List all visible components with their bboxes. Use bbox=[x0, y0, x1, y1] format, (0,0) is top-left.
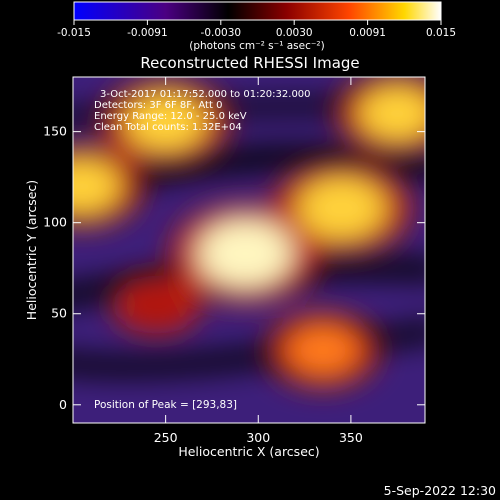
colorbar-ticks: -0.015 -0.0091 -0.0030 0.0030 0.0091 0.015 bbox=[57, 20, 456, 39]
x-axis-label: Heliocentric X (arcsec) bbox=[178, 444, 319, 459]
source-core bbox=[297, 175, 386, 241]
heatmap-image bbox=[73, 77, 425, 423]
y-tick-label: 0 bbox=[59, 397, 67, 412]
plot-frame bbox=[72, 76, 426, 424]
source-core bbox=[73, 157, 121, 215]
source-core bbox=[128, 284, 185, 326]
x-tick-label: 250 bbox=[154, 430, 178, 445]
colorbar-tick-label: -0.0030 bbox=[201, 27, 242, 39]
annotation-block: 3-Oct-2017 01:17:52.000 to 01:20:32.000D… bbox=[94, 89, 311, 133]
colorbar-tick-label: -0.015 bbox=[57, 27, 91, 39]
x-axis-ticks: 250 300 350 bbox=[154, 77, 363, 445]
source-core bbox=[197, 218, 293, 289]
y-axis-ticks: 0 50 100 150 bbox=[43, 124, 425, 412]
source-core bbox=[125, 92, 207, 153]
colorbar-tick-label: 0.015 bbox=[426, 27, 456, 39]
dark-band bbox=[73, 323, 425, 376]
peak-position-label: Position of Peak = [293,83] bbox=[94, 399, 237, 411]
colorbar-tick-label: 0.0091 bbox=[349, 27, 386, 39]
colorbar-unit-label: (photons cm⁻² s⁻¹ asec⁻²) bbox=[189, 40, 324, 52]
y-axis-label: Heliocentric Y (arcsec) bbox=[24, 180, 39, 320]
y-tick-label: 150 bbox=[43, 124, 67, 139]
source-core bbox=[288, 324, 359, 377]
annotation-line: 3-Oct-2017 01:17:52.000 to 01:20:32.000 bbox=[100, 89, 311, 100]
y-tick-label: 50 bbox=[51, 306, 67, 321]
annotation-line: Detectors: 3F 6F 8F, Att 0 bbox=[94, 100, 222, 111]
y-tick-label: 100 bbox=[43, 215, 67, 230]
source-core bbox=[358, 84, 425, 142]
colorbar-tick-label: 0.0030 bbox=[276, 27, 313, 39]
colorbar bbox=[73, 1, 442, 21]
chart-title: Reconstructed RHESSI Image bbox=[140, 54, 359, 72]
annotation-line: Energy Range: 12.0 - 25.0 keV bbox=[94, 111, 247, 122]
x-tick-label: 300 bbox=[246, 430, 270, 445]
annotation-line: Clean Total counts: 1.32E+04 bbox=[94, 122, 242, 133]
footer-date: 5-Sep-2022 12:30 bbox=[384, 483, 496, 498]
colorbar-tick-label: -0.0091 bbox=[127, 27, 168, 39]
x-tick-label: 350 bbox=[339, 430, 363, 445]
